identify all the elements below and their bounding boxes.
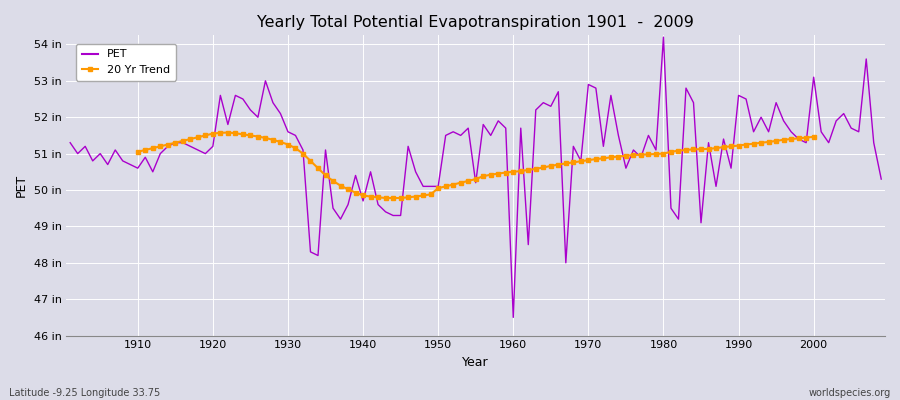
Text: Latitude -9.25 Longitude 33.75: Latitude -9.25 Longitude 33.75 xyxy=(9,388,160,398)
X-axis label: Year: Year xyxy=(463,356,489,369)
Text: worldspecies.org: worldspecies.org xyxy=(809,388,891,398)
Y-axis label: PET: PET xyxy=(15,174,28,197)
Title: Yearly Total Potential Evapotranspiration 1901  -  2009: Yearly Total Potential Evapotranspiratio… xyxy=(257,15,694,30)
Legend: PET, 20 Yr Trend: PET, 20 Yr Trend xyxy=(76,44,176,80)
